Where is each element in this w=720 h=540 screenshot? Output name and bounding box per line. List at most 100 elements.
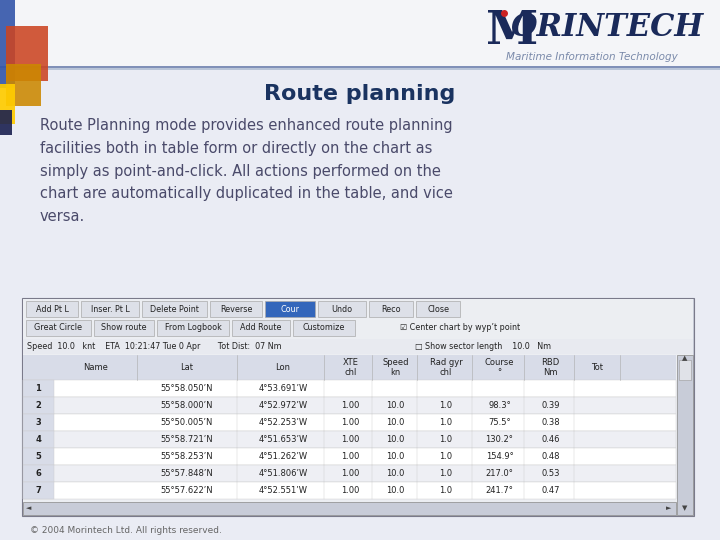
Bar: [26, 320, 91, 336]
Text: Maritime Information Technology: Maritime Information Technology: [506, 52, 678, 62]
Text: Route planning: Route planning: [264, 84, 456, 104]
Bar: [677, 355, 693, 515]
Text: 7: 7: [35, 486, 41, 495]
Text: 1.00: 1.00: [341, 469, 360, 478]
Text: 1: 1: [35, 384, 41, 393]
Text: ☑ Center chart by wyp’t point: ☑ Center chart by wyp’t point: [400, 323, 520, 333]
Text: Add Pt L: Add Pt L: [35, 305, 68, 314]
Text: 4°51.653’W: 4°51.653’W: [258, 435, 307, 444]
Text: 4°53.691’W: 4°53.691’W: [258, 384, 307, 393]
Bar: [0, 68, 720, 70]
Bar: [0, 0, 15, 88]
Text: Speed
kn: Speed kn: [382, 358, 409, 377]
Text: 3: 3: [35, 418, 41, 427]
Text: 0.47: 0.47: [541, 486, 559, 495]
Text: Course
°: Course °: [485, 358, 514, 377]
Bar: [6, 64, 41, 106]
Text: 1.00: 1.00: [341, 418, 360, 427]
Bar: [0, 110, 12, 135]
Bar: [23, 339, 693, 354]
Bar: [23, 502, 676, 515]
Text: ORINTECH: ORINTECH: [511, 12, 704, 43]
Bar: [265, 301, 315, 317]
Bar: [210, 301, 262, 317]
Text: 1.00: 1.00: [341, 401, 360, 410]
Text: 10.0: 10.0: [387, 452, 405, 461]
Bar: [142, 301, 207, 317]
Text: 5: 5: [35, 452, 41, 461]
Bar: [94, 320, 154, 336]
Text: ◄: ◄: [27, 505, 32, 511]
Bar: [23, 380, 54, 397]
Text: Route Planning mode provides enhanced route planning
facilities both in table fo: Route Planning mode provides enhanced ro…: [40, 118, 453, 224]
Bar: [23, 414, 676, 431]
Text: Undo: Undo: [331, 305, 353, 314]
Text: 98.3°: 98.3°: [488, 401, 511, 410]
Text: RBD
Nm: RBD Nm: [541, 358, 559, 377]
Bar: [81, 301, 139, 317]
Text: Great Circle: Great Circle: [35, 323, 83, 333]
Text: M: M: [486, 8, 539, 54]
Text: Add Route: Add Route: [240, 323, 282, 333]
Text: Show route: Show route: [102, 323, 147, 333]
Text: 10.0: 10.0: [387, 486, 405, 495]
Text: 1.0: 1.0: [439, 452, 453, 461]
Bar: [416, 301, 460, 317]
Bar: [6, 26, 48, 81]
Text: Rad gyr
chl: Rad gyr chl: [430, 358, 462, 377]
Bar: [318, 301, 366, 317]
Text: 10.0: 10.0: [387, 469, 405, 478]
Text: 1.0: 1.0: [439, 486, 453, 495]
Text: 1.0: 1.0: [439, 401, 453, 410]
Text: Tot: Tot: [592, 363, 603, 372]
Bar: [0, 66, 720, 68]
Text: 1.00: 1.00: [341, 486, 360, 495]
Text: 4: 4: [35, 435, 41, 444]
Text: 55°58.253’N: 55°58.253’N: [161, 452, 213, 461]
Text: 10.0: 10.0: [387, 435, 405, 444]
Text: From Logbook: From Logbook: [165, 323, 222, 333]
Text: XTE
chl: XTE chl: [343, 358, 359, 377]
Bar: [23, 465, 54, 482]
Bar: [369, 301, 413, 317]
Text: 75.5°: 75.5°: [488, 418, 510, 427]
Bar: [22, 298, 694, 516]
Text: Name: Name: [83, 363, 108, 372]
Bar: [23, 355, 676, 380]
Text: 4°51.262’W: 4°51.262’W: [258, 452, 307, 461]
Text: Inser. Pt L: Inser. Pt L: [91, 305, 130, 314]
Text: 0.53: 0.53: [541, 469, 559, 478]
Bar: [0, 84, 15, 124]
Bar: [26, 301, 78, 317]
Bar: [293, 320, 355, 336]
Text: 1.00: 1.00: [341, 452, 360, 461]
Text: Reverse: Reverse: [220, 305, 252, 314]
Text: 241.7°: 241.7°: [485, 486, 513, 495]
Text: 130.2°: 130.2°: [485, 435, 513, 444]
Text: ▲: ▲: [683, 355, 688, 361]
Text: 10.0: 10.0: [387, 418, 405, 427]
Text: 0.38: 0.38: [541, 418, 560, 427]
Bar: [23, 431, 676, 448]
Text: 1.0: 1.0: [439, 469, 453, 478]
Text: 55°58.721’N: 55°58.721’N: [161, 435, 213, 444]
Text: 55°50.005’N: 55°50.005’N: [161, 418, 213, 427]
Text: Reco: Reco: [381, 305, 401, 314]
Text: 55°58.000’N: 55°58.000’N: [161, 401, 213, 410]
Text: Delete Point: Delete Point: [150, 305, 199, 314]
Text: 0.46: 0.46: [541, 435, 559, 444]
Bar: [23, 299, 693, 515]
Text: 154.9°: 154.9°: [485, 452, 513, 461]
Bar: [23, 448, 676, 465]
Text: 2: 2: [35, 401, 41, 410]
Text: ▼: ▼: [683, 505, 688, 511]
Text: 0.48: 0.48: [541, 452, 559, 461]
Bar: [0, 0, 720, 68]
Text: Lon: Lon: [276, 363, 290, 372]
Bar: [23, 380, 676, 397]
Bar: [23, 482, 54, 499]
Bar: [679, 360, 691, 380]
Bar: [232, 320, 290, 336]
Text: 0.39: 0.39: [541, 401, 559, 410]
Text: 217.0°: 217.0°: [485, 469, 513, 478]
